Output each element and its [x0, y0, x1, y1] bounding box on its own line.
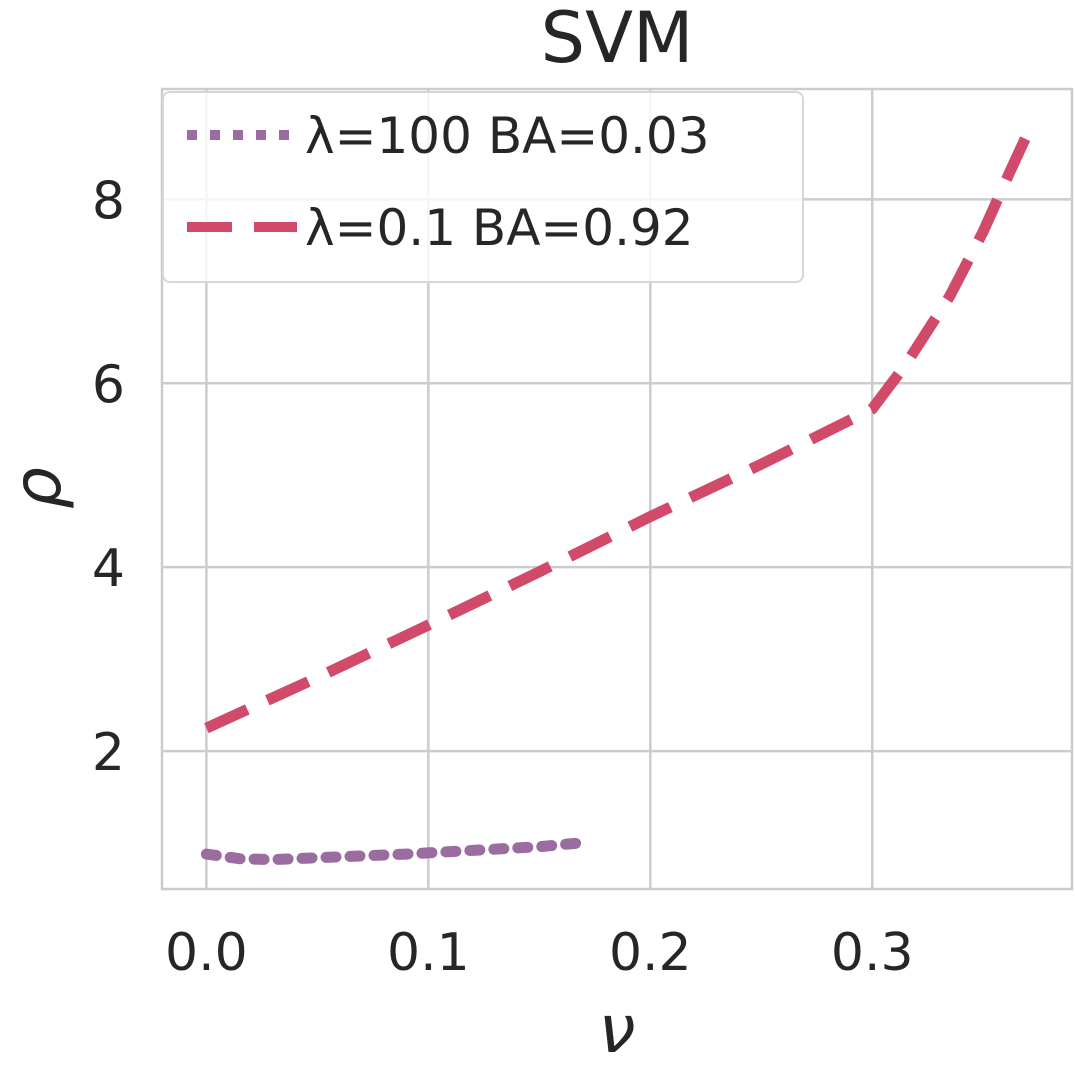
y-tick-label: 8 [92, 171, 125, 231]
x-tick-label: 0.3 [831, 923, 914, 983]
series-lines [200, 121, 1037, 866]
legend-box [162, 91, 804, 283]
y-axis-label: ρ [0, 467, 76, 509]
y-tick-label: 2 [92, 723, 125, 783]
x-tick-label: 0.0 [165, 923, 248, 983]
series-line-0 [200, 837, 585, 866]
x-axis-label: ν [599, 991, 636, 1068]
legend-label-lambda-0-1: λ=0.1 BA=0.92 [305, 199, 694, 257]
y-tick-label: 6 [92, 355, 125, 415]
y-tick-label: 4 [92, 539, 125, 599]
legend-label-lambda-100: λ=100 BA=0.03 [305, 107, 710, 165]
series-line-1 [204, 121, 1037, 734]
legend: λ=100 BA=0.03 λ=0.1 BA=0.92 [162, 91, 804, 283]
x-tick-label: 0.1 [387, 923, 470, 983]
x-tick-label: 0.2 [609, 923, 692, 983]
chart-title: SVM [541, 0, 694, 79]
plot-frame [160, 87, 1074, 891]
ticks: 0.0 0.1 0.2 0.3 2 4 6 8 [92, 171, 914, 983]
